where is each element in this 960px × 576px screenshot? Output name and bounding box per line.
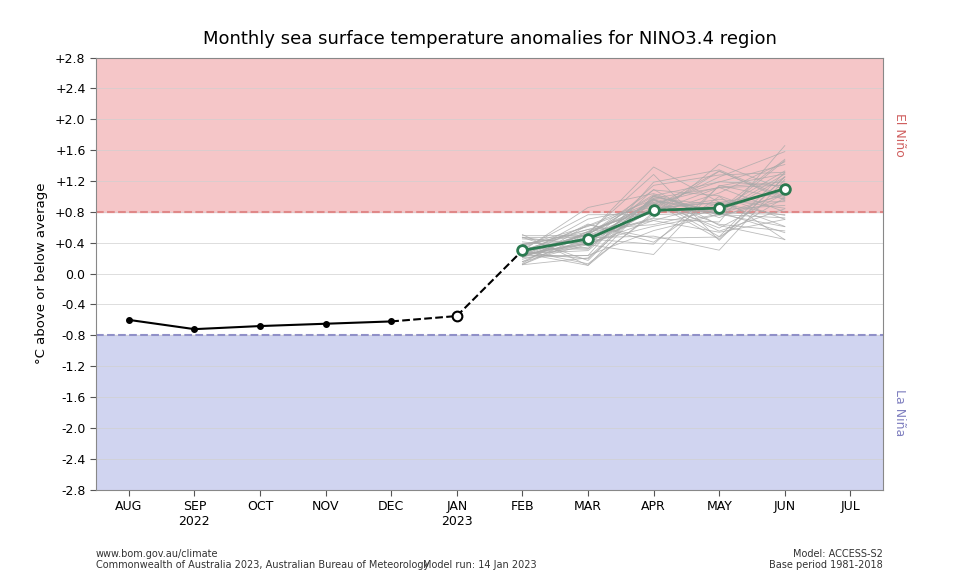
Bar bbox=[96, 335, 883, 490]
Text: www.bom.gov.au/climate
Commonwealth of Australia 2023, Australian Bureau of Mete: www.bom.gov.au/climate Commonwealth of A… bbox=[96, 548, 429, 570]
Bar bbox=[96, 58, 883, 212]
Text: Model run: 14 Jan 2023: Model run: 14 Jan 2023 bbox=[423, 560, 537, 570]
Y-axis label: °C above or below average: °C above or below average bbox=[35, 183, 48, 365]
Text: Model: ACCESS-S2
Base period 1981-2018: Model: ACCESS-S2 Base period 1981-2018 bbox=[770, 548, 883, 570]
Text: El Niño: El Niño bbox=[893, 113, 906, 157]
Title: Monthly sea surface temperature anomalies for NINO3.4 region: Monthly sea surface temperature anomalie… bbox=[203, 30, 777, 48]
Text: La Niña: La Niña bbox=[893, 389, 906, 436]
